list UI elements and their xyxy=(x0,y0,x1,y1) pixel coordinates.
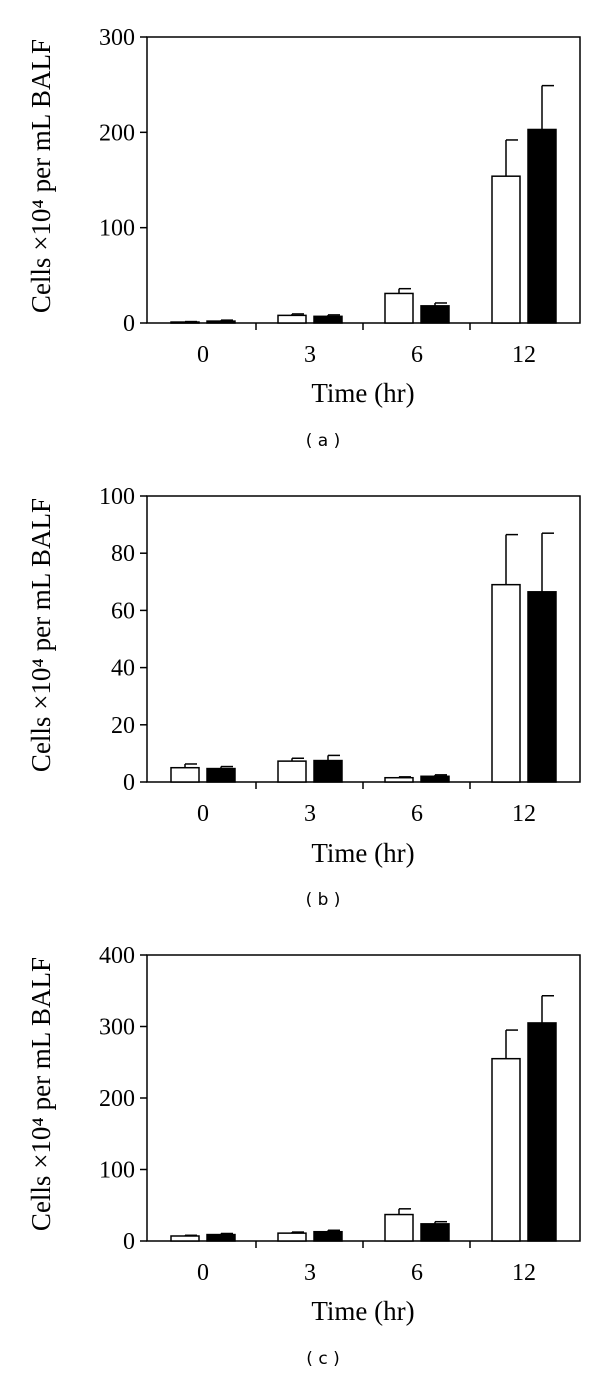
y-axis-label: Cells ×10⁴ per mL BALF xyxy=(26,39,56,313)
y-tick-label: 100 xyxy=(99,484,135,510)
panel-label: ( a ) xyxy=(306,431,341,451)
y-tick-label: 60 xyxy=(111,598,135,624)
y-tick-label: 0 xyxy=(123,311,135,337)
y-tick-label: 300 xyxy=(99,25,135,51)
x-axis-label: Time (hr) xyxy=(311,1296,414,1326)
x-tick-label: 0 xyxy=(197,342,209,368)
x-tick-label: 3 xyxy=(304,342,316,368)
x-tick-label: 3 xyxy=(304,1260,316,1286)
bar xyxy=(206,1233,236,1242)
y-tick-label: 100 xyxy=(99,216,135,242)
bar xyxy=(206,320,236,324)
x-tick-label: 12 xyxy=(512,1260,536,1286)
x-tick-label: 6 xyxy=(411,801,423,827)
bar xyxy=(206,767,236,783)
bar xyxy=(170,766,200,783)
y-tick-label: 80 xyxy=(111,541,135,567)
x-tick-label: 0 xyxy=(197,1260,209,1286)
y-axis-label: Cells ×10⁴ per mL BALF xyxy=(26,498,56,772)
x-tick-label: 6 xyxy=(411,342,423,368)
y-tick-label: 300 xyxy=(99,1015,135,1041)
y-tick-label: 400 xyxy=(99,943,135,969)
bar xyxy=(420,1223,450,1242)
bar xyxy=(491,175,521,324)
chart-panel-b: 0 20 40 60 80 100 0 3 6 12 Time (hr) Cells ×10⁴ per… xyxy=(26,484,581,910)
bar xyxy=(277,314,307,324)
bar xyxy=(420,305,450,324)
y-tick-label: 200 xyxy=(99,1086,135,1112)
x-tick-label: 6 xyxy=(411,1260,423,1286)
y-tick-label: 0 xyxy=(123,770,135,796)
bar xyxy=(527,128,557,324)
y-tick-label: 100 xyxy=(99,1158,135,1184)
bar xyxy=(170,1235,200,1242)
bar xyxy=(277,1232,307,1242)
y-axis-label: Cells ×10⁴ per mL BALF xyxy=(26,957,56,1231)
bar xyxy=(313,315,343,324)
bar xyxy=(384,1213,414,1242)
bar xyxy=(277,760,307,783)
bar xyxy=(313,759,343,783)
y-tick-label: 20 xyxy=(111,713,135,739)
bar xyxy=(527,1022,557,1242)
y-tick-label: 40 xyxy=(111,656,135,682)
panel-label: ( c ) xyxy=(306,1349,339,1369)
x-tick-label: 3 xyxy=(304,801,316,827)
y-tick-label: 200 xyxy=(99,120,135,146)
bar xyxy=(313,1230,343,1242)
x-tick-label: 12 xyxy=(512,801,536,827)
x-axis-label: Time (hr) xyxy=(311,378,414,408)
x-axis-label: Time (hr) xyxy=(311,838,414,868)
y-tick-label: 0 xyxy=(123,1229,135,1255)
panel-label: ( b ) xyxy=(306,890,341,910)
chart-panel-c: 0 100 200 300 400 0 3 6 12 Time (hr) Cells ×10⁴ pe… xyxy=(26,943,581,1369)
bar xyxy=(491,583,521,783)
x-tick-label: 12 xyxy=(512,342,536,368)
bar xyxy=(384,292,414,324)
x-tick-label: 0 xyxy=(197,801,209,827)
chart-panel-a: 0 100 200 300 0 3 6 12 Time (hr) Cells ×10⁴ per m… xyxy=(26,25,581,451)
bar xyxy=(527,591,557,783)
bar xyxy=(420,775,450,783)
bar xyxy=(384,776,414,783)
bar xyxy=(491,1057,521,1242)
